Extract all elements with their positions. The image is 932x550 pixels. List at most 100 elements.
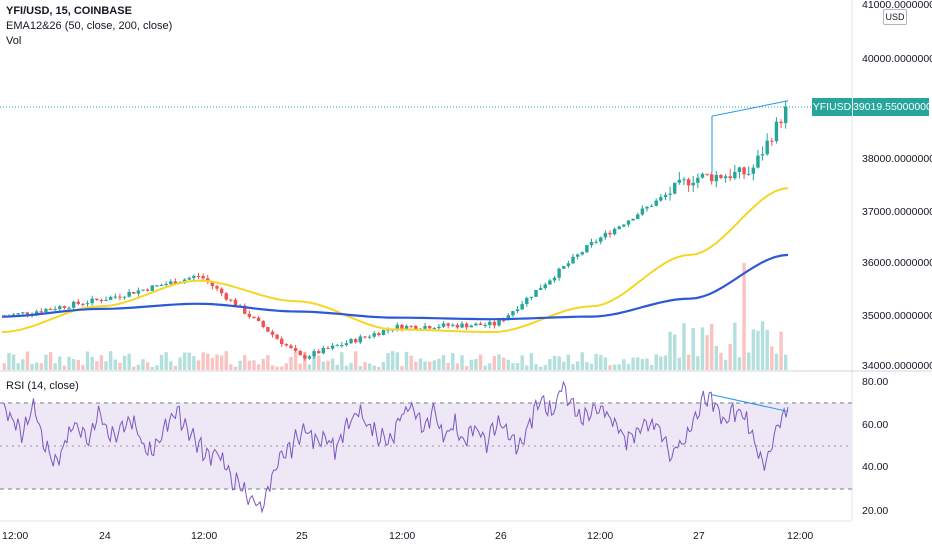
ema-indicator-label[interactable]: EMA12&26 (50, close, 200, close) bbox=[6, 20, 173, 32]
volume-bar bbox=[44, 354, 48, 370]
volume-bar bbox=[409, 355, 413, 370]
volume-bar bbox=[742, 262, 746, 370]
candle-body bbox=[141, 289, 145, 291]
volume-bar bbox=[501, 357, 506, 370]
rsi-tick: 40.00 bbox=[862, 461, 888, 473]
volume-bar bbox=[395, 352, 400, 370]
candle-body bbox=[478, 323, 483, 326]
candle-body bbox=[515, 309, 520, 312]
volume-bar bbox=[307, 364, 312, 370]
candle-body bbox=[451, 324, 455, 326]
candle-body bbox=[594, 241, 598, 243]
volume-bar bbox=[173, 365, 178, 370]
volume-bar bbox=[136, 364, 141, 370]
volume-bar bbox=[317, 355, 321, 370]
candle-body bbox=[372, 333, 376, 337]
volume-bar bbox=[238, 360, 242, 370]
candle-body bbox=[99, 299, 104, 302]
candle-body bbox=[728, 176, 732, 179]
candle-body bbox=[344, 343, 349, 346]
candle-body bbox=[76, 301, 80, 304]
volume-bar bbox=[233, 366, 238, 370]
candle-body bbox=[256, 317, 261, 321]
candle-body bbox=[719, 174, 723, 179]
volume-bar bbox=[353, 351, 358, 370]
candle-body bbox=[67, 307, 71, 309]
candle-body bbox=[293, 348, 298, 351]
candle-body bbox=[497, 320, 501, 326]
candle-body bbox=[404, 325, 409, 330]
volume-bar bbox=[488, 363, 492, 370]
volume-bar bbox=[16, 363, 20, 370]
volume-bar bbox=[673, 334, 677, 370]
candle-body bbox=[691, 182, 695, 186]
candle-body bbox=[335, 345, 339, 347]
candle-body bbox=[173, 281, 178, 284]
volume-bar bbox=[631, 357, 635, 370]
time-tick: 12:00 bbox=[587, 530, 613, 542]
rsi-tick: 80.00 bbox=[862, 376, 888, 388]
candle-body bbox=[349, 339, 353, 344]
candle-body bbox=[483, 325, 487, 327]
time-tick: 12:00 bbox=[389, 530, 415, 542]
candle-body bbox=[599, 237, 603, 242]
volume-bar bbox=[437, 358, 441, 370]
candle-body bbox=[733, 171, 737, 179]
candle-body bbox=[770, 140, 774, 142]
volume-bar bbox=[108, 351, 113, 370]
volume-bar bbox=[497, 354, 501, 370]
volume-bar bbox=[520, 355, 524, 370]
candle-body bbox=[367, 336, 372, 338]
candle-body bbox=[62, 306, 67, 309]
volume-bar bbox=[127, 353, 131, 370]
candle-body bbox=[566, 263, 571, 267]
volume-bar bbox=[122, 355, 127, 370]
volume-bar bbox=[640, 358, 645, 370]
candle-body bbox=[104, 299, 108, 302]
volume-bar bbox=[312, 355, 316, 370]
volume-indicator-label[interactable]: Vol bbox=[6, 35, 22, 47]
candle-body bbox=[196, 276, 201, 278]
volume-bar bbox=[682, 323, 686, 370]
time-axis[interactable]: 12:00 24 12:00 25 12:00 26 12:00 27 12:0… bbox=[2, 530, 813, 542]
price-axis[interactable]: 41000.00000000 40000.00000000 38000.0000… bbox=[862, 0, 932, 372]
candle-body bbox=[622, 224, 626, 227]
candle-body bbox=[25, 312, 30, 315]
candle-body bbox=[543, 284, 547, 289]
rsi-indicator-label[interactable]: RSI (14, close) bbox=[6, 380, 79, 392]
volume-bar bbox=[381, 362, 386, 370]
volume-bar bbox=[30, 363, 34, 370]
volume-bar bbox=[562, 361, 566, 370]
candle-body bbox=[275, 334, 279, 339]
candle-body bbox=[511, 311, 515, 316]
candle-body bbox=[252, 316, 256, 318]
volume-bar bbox=[585, 361, 589, 370]
volume-bar bbox=[201, 352, 205, 370]
volume-bar bbox=[390, 351, 395, 370]
candle-body bbox=[779, 121, 783, 124]
volume-bar bbox=[696, 356, 700, 370]
time-tick: 12:00 bbox=[2, 530, 28, 542]
volume-bar bbox=[340, 352, 344, 370]
rsi-axis[interactable]: 80.00 60.00 40.00 20.00 bbox=[862, 376, 888, 517]
rsi-tick: 60.00 bbox=[862, 419, 888, 431]
candle-body bbox=[557, 268, 561, 278]
candle-body bbox=[270, 331, 275, 335]
candle-body bbox=[201, 276, 205, 279]
volume-bar bbox=[48, 352, 53, 370]
candle-body bbox=[617, 226, 621, 229]
candle-body bbox=[649, 205, 654, 207]
candle-body bbox=[182, 279, 187, 283]
candle-body bbox=[44, 308, 48, 312]
volume-bar bbox=[483, 365, 487, 370]
time-tick: 27 bbox=[693, 530, 705, 542]
currency-button[interactable]: USD bbox=[883, 9, 907, 25]
candle-body bbox=[460, 323, 464, 328]
volume-bar bbox=[728, 343, 732, 370]
candle-body bbox=[501, 320, 506, 322]
time-tick: 12:00 bbox=[191, 530, 217, 542]
volume-bar bbox=[659, 356, 663, 370]
candle-body bbox=[16, 313, 20, 315]
candle-body bbox=[774, 121, 779, 142]
